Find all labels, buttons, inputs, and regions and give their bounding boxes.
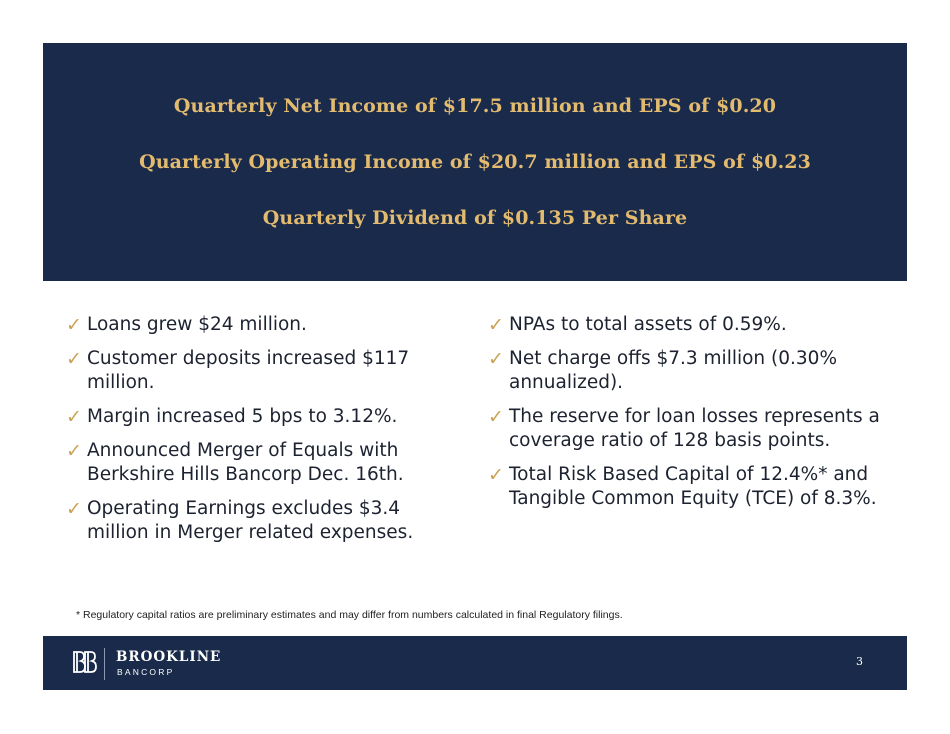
- headline-operating-income: Quarterly Operating Income of $20.7 mill…: [139, 151, 811, 173]
- regulatory-footnote: * Regulatory capital ratios are prelimin…: [76, 609, 623, 621]
- checkmark-icon: ✓: [488, 348, 504, 370]
- logo-subtitle: BANCORP: [117, 667, 175, 677]
- bullet-text: Operating Earnings excludes $3.4 million…: [87, 498, 414, 543]
- checkmark-icon: ✓: [488, 314, 504, 336]
- headline-dividend: Quarterly Dividend of $0.135 Per Share: [262, 207, 688, 229]
- bullet-text: Loans grew $24 million.: [87, 314, 307, 335]
- highlights-banner: Quarterly Net Income of $17.5 million an…: [43, 43, 907, 281]
- bullet-operating-earnings: ✓ Operating Earnings excludes $3.4 milli…: [66, 497, 466, 545]
- bullet-text: Announced Merger of Equals with Berkshir…: [87, 440, 404, 485]
- brookline-logo-icon: [73, 651, 97, 673]
- footer-bar: BROOKLINE BANCORP 3: [43, 636, 907, 690]
- left-bullet-list: ✓ Loans grew $24 million. ✓ Customer dep…: [66, 313, 466, 555]
- headline-net-income: Quarterly Net Income of $17.5 million an…: [173, 95, 777, 117]
- checkmark-icon: ✓: [66, 314, 82, 336]
- bullet-margin: ✓ Margin increased 5 bps to 3.12%.: [66, 405, 466, 429]
- bullet-capital: ✓ Total Risk Based Capital of 12.4%* and…: [488, 463, 888, 511]
- checkmark-icon: ✓: [66, 406, 82, 428]
- bullet-text: The reserve for loan losses represents a…: [509, 406, 880, 451]
- checkmark-icon: ✓: [66, 348, 82, 370]
- bullet-text: Total Risk Based Capital of 12.4%* and T…: [509, 464, 877, 509]
- logo-divider: [104, 648, 105, 680]
- bullet-text: Net charge offs $7.3 million (0.30% annu…: [509, 348, 838, 393]
- right-bullet-list: ✓ NPAs to total assets of 0.59%. ✓ Net c…: [488, 313, 888, 521]
- bullet-text: Margin increased 5 bps to 3.12%.: [87, 406, 398, 427]
- bullet-loans: ✓ Loans grew $24 million.: [66, 313, 466, 337]
- bullet-deposits: ✓ Customer deposits increased $117 milli…: [66, 347, 466, 395]
- checkmark-icon: ✓: [488, 464, 504, 486]
- logo-wordmark: BROOKLINE: [116, 649, 222, 665]
- page-number: 3: [856, 655, 863, 668]
- checkmark-icon: ✓: [66, 498, 82, 520]
- bullet-text: Customer deposits increased $117 million…: [87, 348, 410, 393]
- checkmark-icon: ✓: [488, 406, 504, 428]
- bullet-reserve: ✓ The reserve for loan losses represents…: [488, 405, 888, 453]
- checkmark-icon: ✓: [66, 440, 82, 462]
- bullet-merger: ✓ Announced Merger of Equals with Berksh…: [66, 439, 466, 487]
- bullet-npas: ✓ NPAs to total assets of 0.59%.: [488, 313, 888, 337]
- bullet-charge-offs: ✓ Net charge offs $7.3 million (0.30% an…: [488, 347, 888, 395]
- bullet-text: NPAs to total assets of 0.59%.: [509, 314, 787, 335]
